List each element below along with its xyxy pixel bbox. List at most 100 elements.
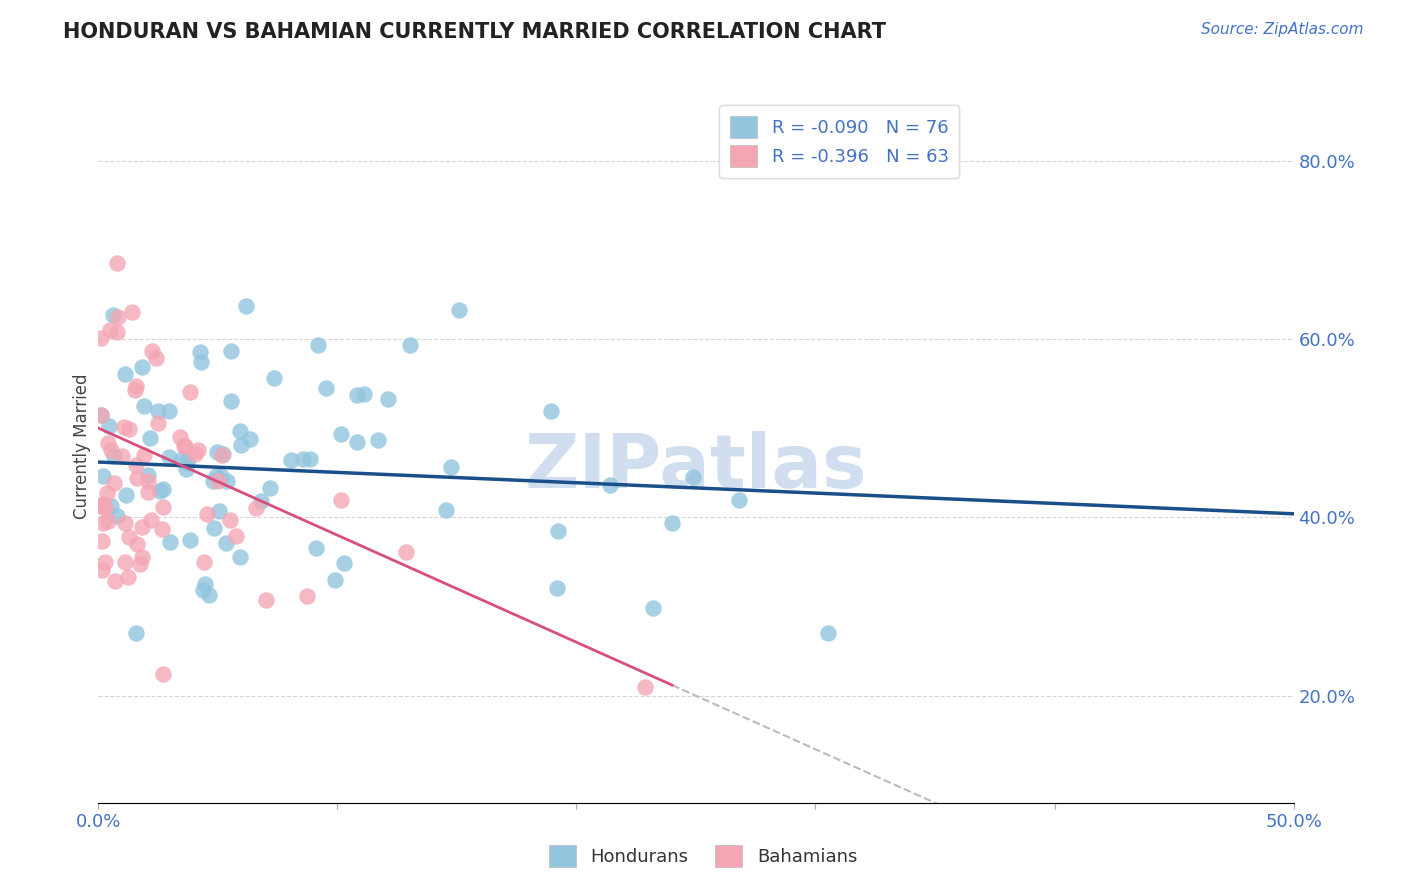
Point	[127, 471, 149, 485]
Point	[157, 404, 180, 418]
Point	[97, 514, 120, 528]
Point	[103, 475, 125, 490]
Point	[205, 469, 228, 483]
Point	[91, 497, 114, 511]
Point	[218, 513, 240, 527]
Point	[136, 475, 159, 489]
Point	[124, 383, 146, 397]
Point	[214, 536, 236, 550]
Legend: R = -0.090   N = 76, R = -0.396   N = 63: R = -0.090 N = 76, R = -0.396 N = 63	[720, 105, 959, 178]
Point	[179, 533, 201, 547]
Point	[117, 569, 139, 583]
Point	[98, 323, 121, 337]
Point	[229, 549, 252, 564]
Point	[307, 337, 329, 351]
Point	[297, 590, 319, 604]
Point	[138, 431, 160, 445]
Point	[103, 449, 125, 463]
Point	[100, 442, 122, 457]
Point	[194, 577, 217, 591]
Point	[682, 470, 704, 484]
Point	[173, 439, 195, 453]
Point	[377, 392, 399, 407]
Point	[202, 521, 225, 535]
Point	[105, 509, 128, 524]
Point	[449, 303, 471, 318]
Point	[90, 408, 112, 422]
Point	[221, 344, 243, 359]
Point	[174, 462, 197, 476]
Point	[118, 530, 141, 544]
Point	[193, 582, 215, 597]
Point	[131, 359, 153, 374]
Point	[100, 499, 122, 513]
Point	[398, 338, 420, 352]
Point	[208, 504, 231, 518]
Point	[105, 256, 128, 270]
Point	[148, 403, 170, 417]
Point	[188, 344, 211, 359]
Point	[141, 344, 163, 359]
Point	[195, 507, 218, 521]
Point	[173, 439, 195, 453]
Point	[817, 626, 839, 640]
Point	[315, 381, 337, 395]
Point	[217, 474, 239, 488]
Point	[298, 451, 321, 466]
Point	[330, 426, 353, 441]
Point	[152, 500, 174, 515]
Point	[169, 430, 191, 444]
Point	[187, 442, 209, 457]
Point	[250, 494, 273, 508]
Point	[90, 500, 112, 514]
Point	[128, 557, 150, 571]
Point	[149, 483, 172, 498]
Point	[229, 438, 252, 452]
Point	[139, 513, 162, 527]
Point	[209, 468, 232, 483]
Point	[112, 420, 135, 434]
Point	[176, 452, 198, 467]
Point	[634, 680, 657, 694]
Point	[90, 408, 112, 422]
Point	[239, 432, 262, 446]
Point	[184, 447, 207, 461]
Point	[159, 534, 181, 549]
Point	[197, 588, 219, 602]
Point	[127, 537, 149, 551]
Point	[131, 520, 153, 534]
Y-axis label: Currently Married: Currently Married	[73, 373, 91, 519]
Point	[136, 485, 159, 500]
Point	[125, 379, 148, 393]
Point	[114, 555, 136, 569]
Text: ZIPatlas: ZIPatlas	[524, 431, 868, 504]
Point	[104, 574, 127, 588]
Point	[121, 305, 143, 319]
Point	[134, 399, 156, 413]
Point	[111, 449, 134, 463]
Point	[207, 474, 229, 488]
Point	[254, 593, 277, 607]
Point	[219, 394, 242, 409]
Point	[546, 581, 568, 595]
Point	[280, 453, 302, 467]
Point	[96, 486, 118, 500]
Point	[225, 529, 247, 543]
Point	[292, 452, 315, 467]
Point	[91, 563, 114, 577]
Point	[207, 444, 229, 458]
Point	[145, 351, 167, 366]
Point	[94, 501, 117, 516]
Point	[150, 522, 173, 536]
Point	[91, 516, 114, 530]
Point	[353, 386, 375, 401]
Point	[395, 545, 418, 559]
Point	[211, 447, 233, 461]
Point	[333, 556, 356, 570]
Point	[245, 500, 267, 515]
Point	[547, 524, 569, 539]
Point	[94, 556, 117, 570]
Point	[118, 422, 141, 436]
Point	[263, 371, 285, 385]
Point	[643, 600, 665, 615]
